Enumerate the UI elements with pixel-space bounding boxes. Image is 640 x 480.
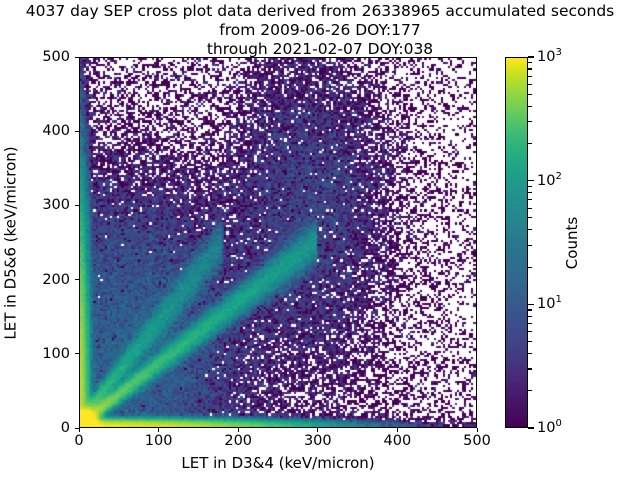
y-tick-mark: [75, 427, 79, 429]
colorbar-tick-mark: [528, 180, 534, 182]
colorbar-tick-mark: [528, 229, 532, 231]
colorbar-tick-mark: [528, 331, 532, 333]
x-tick-label: 300: [303, 433, 332, 449]
colorbar-tick-mark: [528, 244, 532, 246]
y-tick-label: 0: [60, 420, 70, 436]
colorbar-tick-mark: [528, 68, 532, 70]
colorbar-tick-mark: [528, 352, 532, 355]
title-line-2: from 2009-06-26 DOY:177: [219, 21, 421, 39]
colorbar-tick-mark: [528, 83, 532, 85]
colorbar-label: Counts: [560, 57, 584, 428]
colorbar-tick-mark: [528, 185, 532, 187]
x-tick-mark: [237, 428, 239, 432]
x-tick-mark: [476, 428, 478, 432]
colorbar-tick-mark: [528, 105, 532, 107]
colorbar-tick-mark: [528, 192, 532, 194]
colorbar-tick-mark: [528, 199, 532, 201]
colorbar-tick-mark: [528, 217, 532, 219]
x-tick-mark: [78, 428, 80, 432]
colorbar-tick-mark: [528, 75, 532, 77]
colorbar-label-text: Counts: [563, 216, 581, 269]
x-tick-label: 400: [383, 433, 412, 449]
x-tick-mark: [317, 428, 319, 432]
y-tick-mark: [75, 130, 79, 132]
colorbar-tick-mark: [528, 322, 532, 325]
colorbar-tick-mark: [528, 121, 532, 123]
colorbar-tick-mark: [528, 341, 532, 343]
y-axis-label-text: LET in D5&6 (keV/micron): [2, 145, 21, 340]
colorbar-tick-mark: [528, 142, 532, 144]
y-tick-label: 500: [42, 49, 70, 65]
y-axis-label: LET in D5&6 (keV/micron): [0, 57, 22, 428]
y-tick-label: 300: [42, 197, 70, 214]
colorbar-tick-mark: [528, 56, 534, 58]
x-tick-label: 200: [224, 433, 253, 449]
y-tick-label: 100: [42, 345, 70, 362]
y-tick-label: 400: [42, 123, 70, 140]
colorbar-tick-mark: [528, 266, 532, 268]
y-tick-label: 200: [42, 271, 70, 288]
colorbar-tick-mark: [528, 315, 532, 317]
x-tick-label: 0: [74, 433, 84, 449]
colorbar-tick-mark: [528, 309, 532, 311]
colorbar-tick-label: 102: [537, 170, 562, 189]
x-axis-label: LET in D3&4 (keV/micron): [181, 454, 375, 472]
title-line-1: 4037 day SEP cross plot data derived fro…: [25, 2, 615, 20]
y-tick-mark: [75, 204, 79, 206]
x-tick-label: 100: [144, 433, 173, 449]
x-tick-mark: [158, 428, 160, 432]
x-tick-label: 500: [463, 433, 491, 449]
colorbar-tick-mark: [528, 427, 534, 429]
plot-area: [79, 57, 477, 428]
y-tick-mark: [75, 56, 79, 58]
y-tick-mark: [75, 353, 79, 355]
colorbar-tick-mark: [528, 390, 532, 392]
colorbar-tick-mark: [528, 93, 532, 95]
colorbar-tick-mark: [528, 62, 532, 64]
colorbar: [505, 57, 528, 428]
x-tick-mark: [396, 428, 398, 432]
colorbar-tick-label: 101: [537, 294, 562, 313]
y-tick-mark: [75, 279, 79, 281]
colorbar-tick-label: 103: [537, 47, 562, 65]
colorbar-tick-label: 100: [537, 418, 562, 436]
colorbar-tick-mark: [528, 207, 532, 209]
colorbar-tick-mark: [528, 303, 534, 305]
colorbar-tick-mark: [528, 368, 532, 370]
histogram-2d-canvas: [80, 58, 476, 427]
